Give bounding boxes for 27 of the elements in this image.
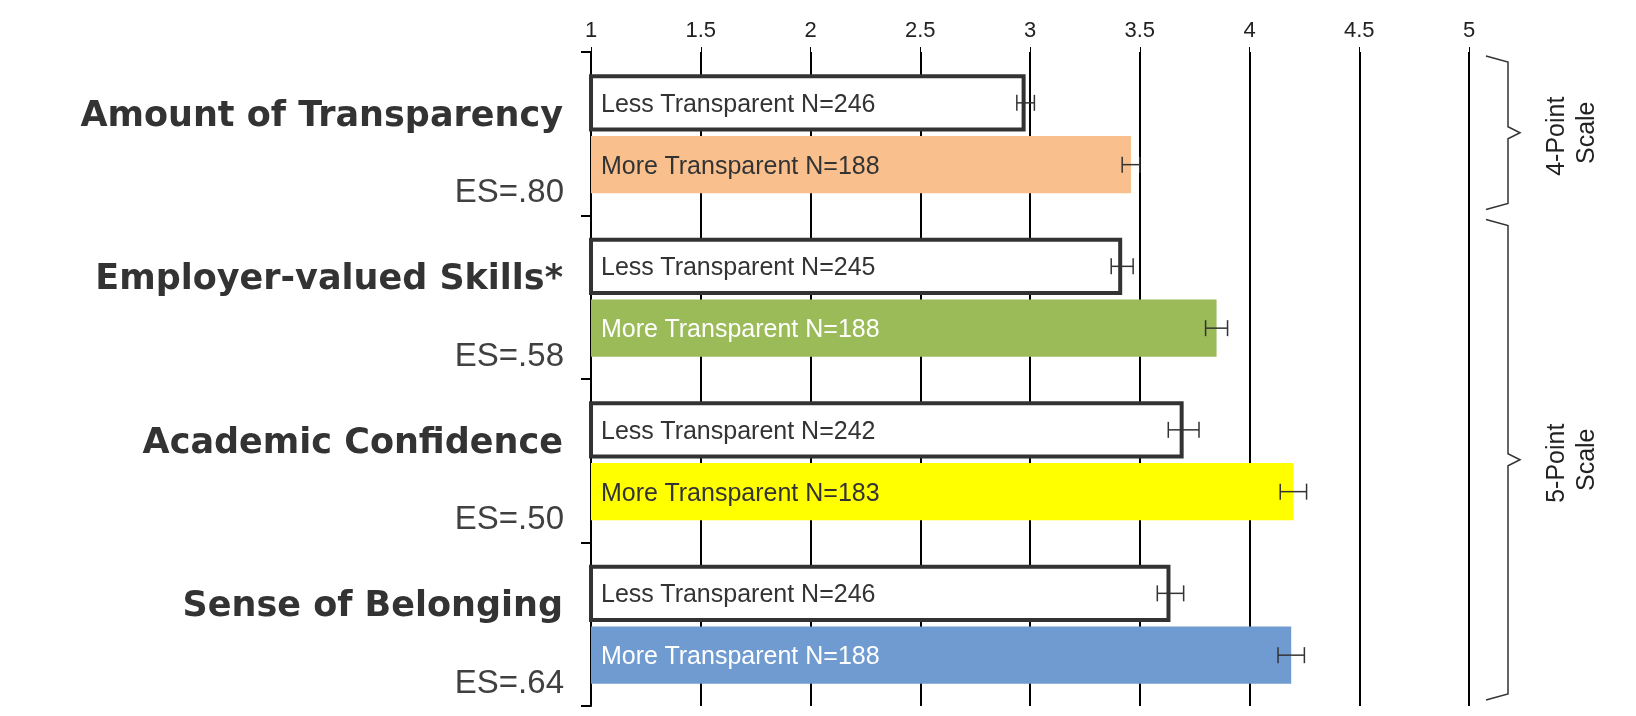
annotation: More Transparent N=183 bbox=[601, 477, 880, 506]
x-tick-label: 3 bbox=[1023, 16, 1037, 42]
annotation: Less Transparent N=245 bbox=[601, 252, 876, 281]
annotation: Less Transparent N=246 bbox=[601, 579, 876, 608]
annotation: Less Transparent N=242 bbox=[601, 415, 876, 444]
x-tick-label: 4.5 bbox=[1343, 16, 1375, 42]
text: ES=.50 bbox=[454, 499, 564, 537]
x-tick-label: 2 bbox=[804, 16, 817, 42]
text: 4-Point Scale bbox=[1541, 89, 1599, 176]
y-tick-label: Amount of Transparency bbox=[80, 93, 564, 134]
x-tick-label: 4 bbox=[1243, 16, 1256, 42]
annotation: Less Transparent N=246 bbox=[601, 88, 876, 117]
x-tick-label: 3.5 bbox=[1124, 16, 1156, 42]
x-tick-label: 2.5 bbox=[904, 16, 936, 42]
y-tick-label: Academic Confidence bbox=[142, 420, 563, 461]
text: ES=.58 bbox=[454, 335, 564, 373]
x-tick-label: 1 bbox=[584, 16, 598, 42]
text: ES=.64 bbox=[454, 662, 564, 700]
y-tick-label: Sense of Belonging bbox=[182, 584, 563, 625]
annotation: More Transparent N=188 bbox=[601, 150, 880, 179]
annotation: More Transparent N=188 bbox=[601, 314, 880, 343]
text: ES=.80 bbox=[454, 172, 564, 210]
y-tick-label: Employer-valued Skills* bbox=[95, 257, 563, 298]
x-tick-label: 5 bbox=[1462, 16, 1476, 42]
annotation: More Transparent N=188 bbox=[601, 641, 880, 670]
x-tick-label: 1.5 bbox=[685, 16, 717, 42]
text: 5-Point Scale bbox=[1541, 416, 1599, 503]
